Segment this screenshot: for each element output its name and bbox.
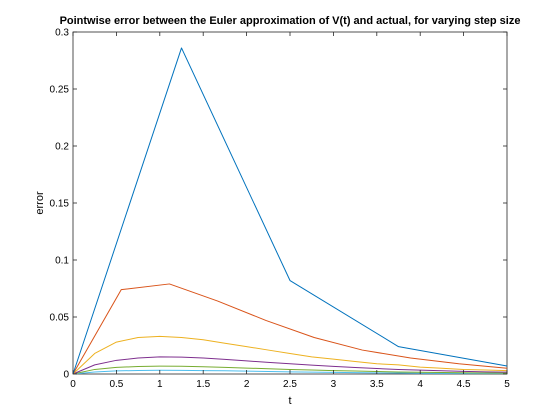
- x-tick-label: 3.5: [370, 379, 384, 390]
- x-tick-label: 5: [504, 379, 510, 390]
- y-axis-label: error: [34, 191, 46, 215]
- x-tick-label: 4.5: [457, 379, 471, 390]
- y-tick-label: 0.15: [50, 199, 70, 210]
- y-tick-label: 0.25: [50, 85, 70, 96]
- x-tick-label: 4: [417, 379, 423, 390]
- x-tick-label: 3: [331, 379, 337, 390]
- chart-title: Pointwise error between the Euler approx…: [60, 15, 521, 27]
- x-tick-label: 0.5: [109, 379, 123, 390]
- y-tick-label: 0.2: [55, 142, 69, 153]
- y-tick-label: 0.05: [50, 313, 70, 324]
- x-tick-label: 0: [70, 379, 76, 390]
- x-tick-label: 1.5: [196, 379, 210, 390]
- x-tick-label: 1: [157, 379, 163, 390]
- x-tick-label: 2: [244, 379, 250, 390]
- y-tick-label: 0.1: [55, 256, 69, 267]
- y-tick-label: 0: [63, 370, 69, 381]
- x-tick-label: 2.5: [283, 379, 297, 390]
- x-axis-label: t: [288, 395, 291, 407]
- y-tick-label: 0.3: [55, 28, 69, 39]
